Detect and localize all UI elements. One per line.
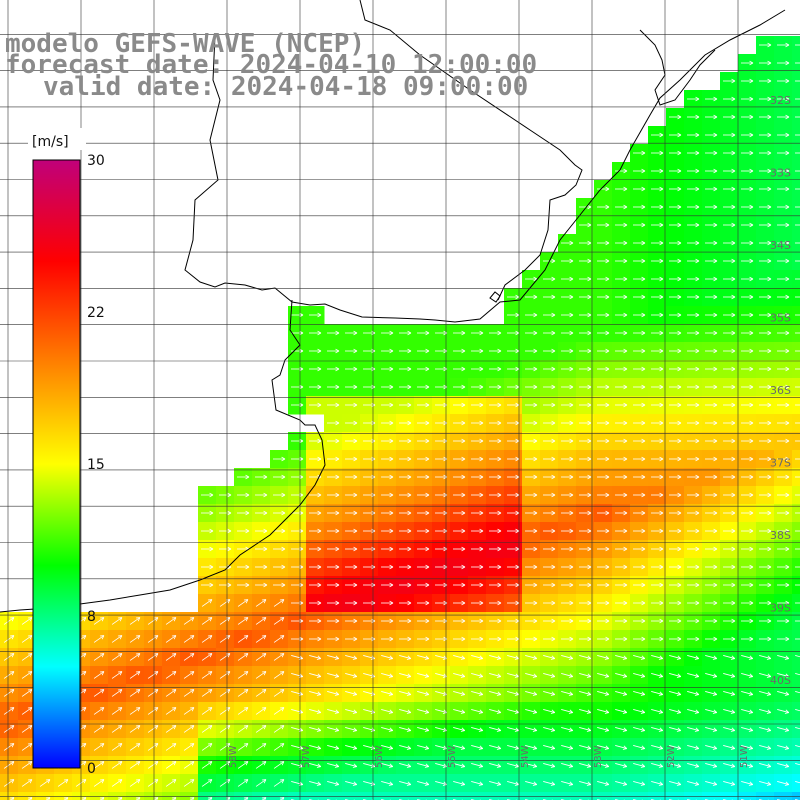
model-title: modelo GEFS-WAVE (NCEP) [5, 29, 365, 59]
lat-label: 35S [770, 312, 791, 325]
lon-label: 58W [228, 745, 239, 768]
lon-label: 56W [374, 745, 385, 768]
colorbar-gradient [32, 159, 81, 769]
lat-label: 32S [770, 94, 791, 107]
lon-label: 51W [739, 745, 750, 768]
lat-label: 40S [770, 674, 791, 687]
colorbar-tick-22: 22 [87, 305, 105, 321]
colorbar-tick-8: 8 [87, 609, 96, 625]
forecast-date: forecast date: 2024-04-10 12:00:00 [5, 50, 537, 80]
title-block: modelo GEFS-WAVE (NCEP) forecast date: 2… [5, 29, 537, 102]
colorbar-tick-0: 0 [87, 761, 96, 777]
lon-label: 57W [301, 745, 312, 768]
longitude-labels: 58W57W56W55W54W53W52W51W50W [228, 745, 750, 768]
lat-label: 39S [770, 602, 791, 615]
lat-label: 33S [770, 167, 791, 180]
colorbar: [m/s] 30 22 15 8 0 [28, 128, 105, 777]
lon-label: 52W [666, 745, 677, 768]
colorbar-unit-box [28, 128, 86, 150]
colorbar-unit: [m/s] [32, 134, 69, 150]
lon-label: 55W [447, 745, 458, 768]
lat-label: 34S [770, 239, 791, 252]
colorbar-tick-15: 15 [87, 457, 105, 473]
colorbar-tick-30: 30 [87, 153, 105, 169]
lat-label: 38S [770, 529, 791, 542]
lat-label: 36S [770, 384, 791, 397]
lon-label: 54W [520, 745, 531, 768]
wind-vector-arrows [3, 42, 800, 800]
lon-label: 53W [593, 745, 604, 768]
latitude-labels: 32S 33S 34S 35S 36S 37S 38S 39S 40S [770, 94, 791, 687]
valid-date: valid date: 2024-04-18 09:00:00 [43, 72, 528, 102]
lat-label: 37S [770, 457, 791, 470]
